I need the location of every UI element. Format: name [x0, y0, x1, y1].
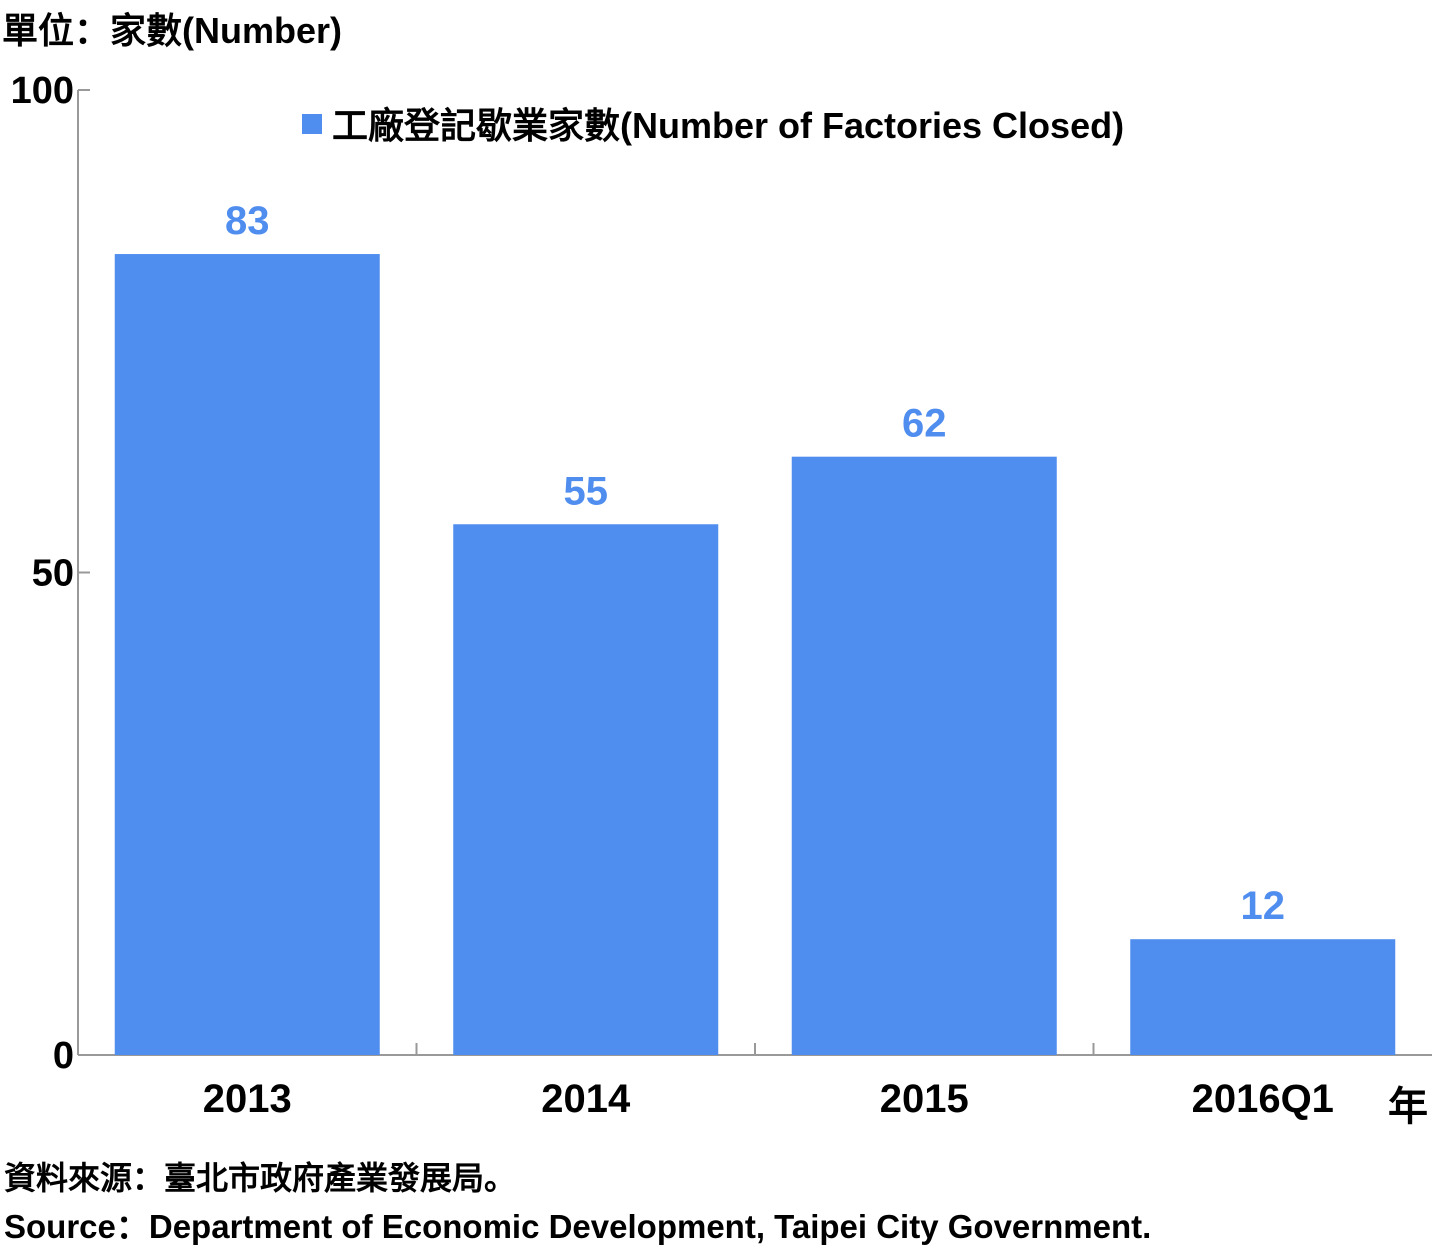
legend: 工廠登記歇業家數(Number of Factories Closed)	[302, 105, 1124, 146]
x-tick-label-2013: 2013	[203, 1077, 292, 1121]
data-label-2016Q1: 12	[1241, 884, 1286, 928]
bar-2013	[114, 254, 380, 1056]
bar-2016Q1	[1130, 939, 1396, 1055]
legend-swatch	[302, 114, 322, 134]
bar-2014	[453, 524, 719, 1055]
x-tick-label-2015: 2015	[880, 1077, 969, 1121]
data-label-2015: 62	[902, 402, 947, 446]
x-axis-year-suffix: 年	[1388, 1085, 1428, 1129]
source-english: Source：Department of Economic Developmen…	[4, 1208, 1152, 1245]
x-tick-label-2016Q1: 2016Q1	[1192, 1077, 1334, 1121]
unit-label: 單位：家數(Number)	[2, 10, 342, 51]
source-chinese: 資料來源：臺北市政府產業發展局。	[4, 1160, 517, 1196]
legend-label: 工廠登記歇業家數(Number of Factories Closed)	[332, 105, 1124, 146]
y-tick-label: 0	[53, 1035, 74, 1077]
bar-2015	[791, 456, 1057, 1055]
y-tick-label: 50	[32, 553, 74, 595]
bars	[114, 254, 1396, 1056]
y-tick-label: 100	[11, 70, 74, 112]
data-labels: 83 2013 55 2014 62 2015 12 2016Q1	[203, 199, 1334, 1121]
data-label-2014: 55	[564, 469, 609, 513]
data-label-2013: 83	[225, 199, 270, 243]
x-tick-label-2014: 2014	[541, 1077, 631, 1121]
